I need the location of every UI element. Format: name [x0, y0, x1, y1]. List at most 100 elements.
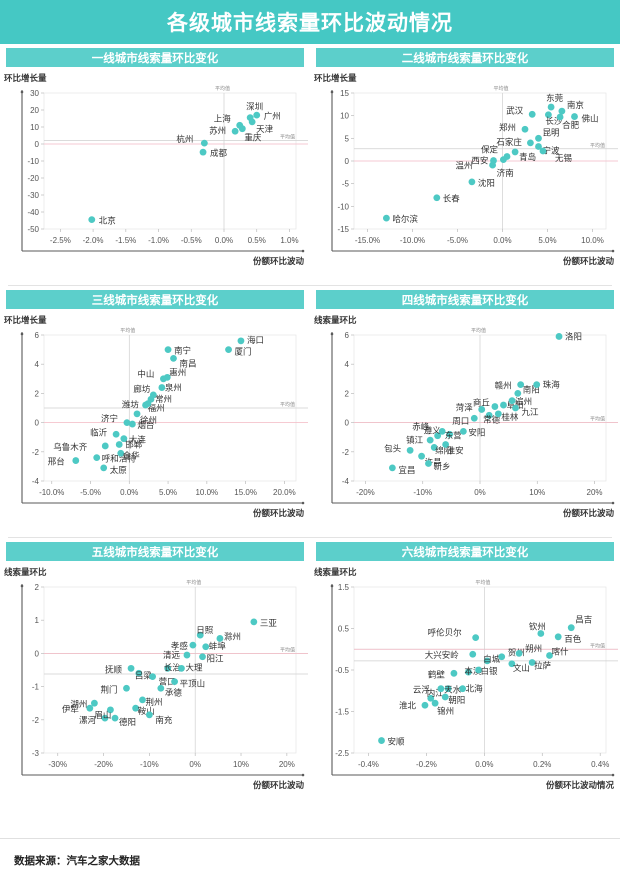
data-point-marker[interactable]	[446, 430, 454, 438]
data-point[interactable]: 长春	[433, 194, 460, 204]
data-point-marker[interactable]	[500, 401, 507, 409]
data-point[interactable]: 包头	[384, 443, 414, 454]
data-point[interactable]: 赤峰	[412, 421, 446, 435]
data-point-marker[interactable]	[132, 704, 140, 712]
data-point-marker[interactable]	[170, 354, 177, 362]
data-point[interactable]: 东营	[445, 430, 462, 440]
data-point[interactable]: 淮北	[399, 700, 429, 710]
data-point-marker[interactable]	[196, 631, 204, 639]
data-point-marker[interactable]	[171, 678, 178, 686]
data-point[interactable]: 苏州	[209, 125, 239, 135]
data-point[interactable]: 青岛	[511, 148, 536, 162]
data-point[interactable]: 呼伦贝尔	[428, 628, 480, 642]
data-point[interactable]: 北京	[88, 216, 116, 226]
data-point[interactable]: 石家庄	[496, 137, 534, 147]
data-point[interactable]: 大理	[178, 662, 203, 672]
data-point-marker[interactable]	[521, 125, 529, 133]
data-point-marker[interactable]	[425, 460, 432, 467]
data-point-marker[interactable]	[433, 194, 441, 202]
data-point-marker[interactable]	[437, 685, 445, 693]
data-point-marker[interactable]	[528, 110, 536, 118]
data-point[interactable]: 昆明	[535, 127, 560, 142]
data-point-marker[interactable]	[202, 643, 210, 651]
data-point-marker[interactable]	[164, 346, 172, 353]
data-point[interactable]: 湖州	[70, 699, 98, 709]
data-point-marker[interactable]	[470, 414, 478, 422]
data-point-marker[interactable]	[88, 216, 96, 224]
data-point[interactable]: 新乡	[425, 460, 450, 471]
data-point-marker[interactable]	[434, 432, 442, 440]
data-point[interactable]: 廊坊	[133, 384, 157, 399]
data-point-marker[interactable]	[438, 427, 446, 435]
data-point-marker[interactable]	[117, 449, 125, 457]
data-point[interactable]: 滨州	[508, 397, 532, 407]
data-point[interactable]: 平顶山	[171, 678, 205, 689]
data-point-marker[interactable]	[199, 148, 207, 156]
data-point[interactable]: 清远	[163, 650, 191, 660]
data-point[interactable]: 漯河	[79, 714, 109, 725]
data-point[interactable]: 长治	[164, 662, 182, 672]
data-point-marker[interactable]	[431, 699, 439, 707]
data-point-marker[interactable]	[91, 699, 98, 707]
data-point-marker[interactable]	[225, 346, 232, 353]
data-point-marker[interactable]	[472, 634, 480, 642]
data-point-marker[interactable]	[72, 457, 80, 464]
data-point-marker[interactable]	[426, 436, 434, 444]
data-point[interactable]: 大兴安岭	[425, 650, 477, 660]
data-point[interactable]: 三亚	[250, 618, 277, 628]
data-point[interactable]: 朝阳	[441, 693, 465, 705]
data-point[interactable]: 烟台	[128, 420, 154, 430]
data-point[interactable]: 大连	[120, 435, 146, 445]
data-point[interactable]: 菏泽	[456, 402, 486, 413]
data-point-marker[interactable]	[514, 390, 522, 397]
data-point-marker[interactable]	[115, 441, 123, 448]
data-point[interactable]: 长沙	[545, 111, 563, 126]
data-point[interactable]: 镇江	[406, 435, 434, 445]
data-point[interactable]: 南充	[145, 711, 173, 725]
data-point[interactable]: 眉山	[94, 706, 114, 720]
data-point-marker[interactable]	[527, 139, 534, 147]
data-point[interactable]: 阳江	[199, 653, 224, 664]
data-point-marker[interactable]	[485, 411, 493, 419]
data-point-marker[interactable]	[539, 147, 547, 155]
data-point-marker[interactable]	[231, 127, 239, 135]
data-point[interactable]: 云浮	[413, 685, 445, 695]
data-point-marker[interactable]	[459, 427, 467, 435]
data-point-marker[interactable]	[444, 685, 452, 693]
data-point-marker[interactable]	[508, 660, 516, 668]
data-point[interactable]: 本溪	[464, 666, 482, 676]
data-point[interactable]: 北海	[459, 684, 483, 694]
data-point[interactable]: 南阳	[514, 384, 540, 397]
data-point[interactable]: 绵阳	[430, 444, 452, 455]
data-point[interactable]: 南宁	[164, 346, 191, 356]
data-point-marker[interactable]	[237, 337, 245, 345]
data-point[interactable]: 荆门	[100, 684, 130, 694]
data-point[interactable]: 白城	[483, 654, 501, 665]
data-point[interactable]: 鞍山	[132, 704, 155, 716]
data-point-marker[interactable]	[427, 694, 435, 702]
data-point[interactable]: 温州	[456, 157, 497, 171]
data-point-marker[interactable]	[200, 139, 208, 147]
data-point[interactable]: 昌吉	[567, 615, 592, 632]
data-point-marker[interactable]	[535, 143, 542, 150]
data-point[interactable]: 南京	[558, 100, 584, 115]
data-point[interactable]: 赣州	[495, 381, 525, 391]
data-point-marker[interactable]	[250, 618, 258, 626]
data-point-marker[interactable]	[528, 659, 536, 666]
data-point-marker[interactable]	[515, 650, 523, 657]
data-point-marker[interactable]	[86, 704, 94, 712]
data-point-marker[interactable]	[545, 111, 552, 119]
data-point[interactable]: 百色	[554, 633, 582, 644]
data-point[interactable]: 宁波	[535, 143, 560, 155]
data-point[interactable]: 惠州	[163, 367, 186, 381]
data-point-marker[interactable]	[135, 669, 143, 677]
data-point-marker[interactable]	[189, 641, 197, 649]
data-point-marker[interactable]	[158, 384, 166, 391]
data-point[interactable]: 天水	[444, 685, 462, 695]
data-point-marker[interactable]	[101, 442, 109, 450]
data-point-marker[interactable]	[123, 684, 130, 692]
data-point[interactable]: 海口	[237, 335, 264, 345]
data-point-marker[interactable]	[475, 666, 482, 674]
data-point-marker[interactable]	[178, 664, 185, 672]
data-point[interactable]: 文山	[508, 660, 530, 673]
